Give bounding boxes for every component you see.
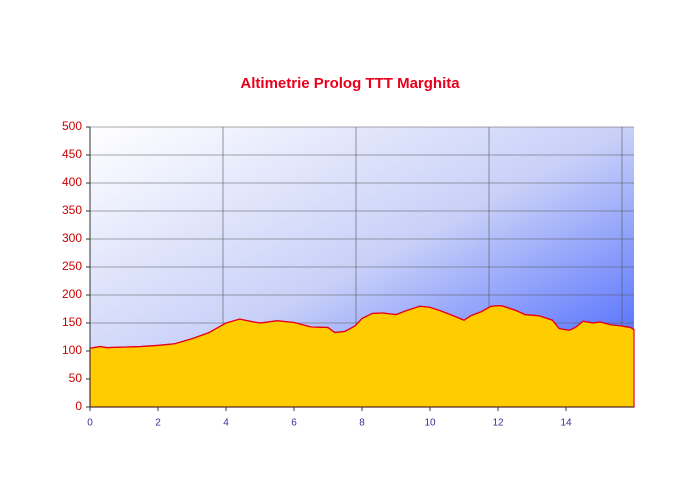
y-tick-label: 150 (62, 315, 82, 329)
y-tick-label: 0 (75, 399, 82, 413)
x-tick-label: 8 (359, 418, 365, 429)
x-tick-label: 0 (87, 418, 93, 429)
y-tick-label: 400 (62, 175, 82, 189)
y-tick-label: 200 (62, 287, 82, 301)
x-tick-label: 2 (155, 418, 161, 429)
chart-title: Altimetrie Prolog TTT Marghita (240, 75, 460, 92)
x-tick-label: 12 (492, 418, 504, 429)
y-tick-label: 300 (62, 231, 82, 245)
area-line (89, 305, 635, 349)
x-tick-label: 4 (223, 418, 229, 429)
x-tick-label: 10 (424, 418, 436, 429)
y-tick-label: 500 (62, 119, 82, 133)
y-tick-label: 250 (62, 259, 82, 273)
y-tick-label: 350 (62, 203, 82, 217)
x-tick-label: 14 (560, 418, 572, 429)
y-tick-label: 450 (62, 147, 82, 161)
y-tick-label: 50 (69, 371, 83, 385)
x-tick-label: 6 (291, 418, 297, 429)
y-tick-label: 100 (62, 343, 82, 357)
